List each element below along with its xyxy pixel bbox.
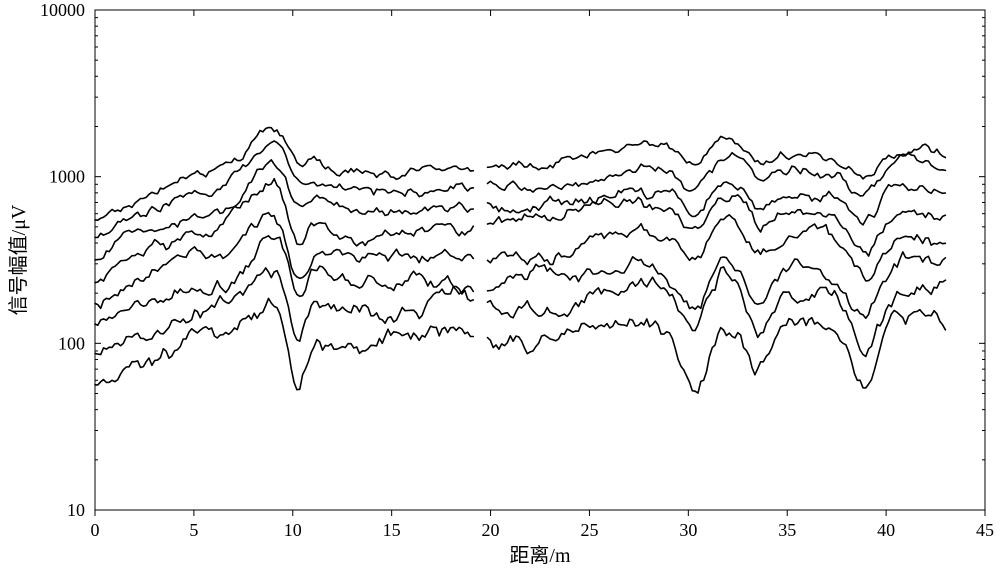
y-tick-label: 10 <box>67 500 85 520</box>
x-tick-label: 5 <box>189 520 198 540</box>
x-tick-label: 30 <box>679 520 697 540</box>
y-tick-label: 100 <box>58 333 85 353</box>
y-tick-label: 10000 <box>40 0 85 20</box>
x-tick-label: 40 <box>877 520 895 540</box>
x-tick-label: 15 <box>383 520 401 540</box>
x-tick-label: 10 <box>284 520 302 540</box>
y-axis-label: 信号幅值/μV <box>7 204 30 315</box>
x-tick-label: 20 <box>482 520 500 540</box>
chart-svg: 0 5 10 15 20 25 30 35 40 45 10 100 1000 10000 距离/m 信号幅值… <box>0 0 1000 574</box>
x-tick-label: 45 <box>976 520 994 540</box>
x-tick-label: 25 <box>580 520 598 540</box>
x-tick-label: 35 <box>778 520 796 540</box>
x-axis-label: 距离/m <box>509 544 571 567</box>
signal-amplitude-chart: 0 5 10 15 20 25 30 35 40 45 10 100 1000 10000 距离/m 信号幅值… <box>0 0 1000 574</box>
y-tick-label: 1000 <box>49 167 85 187</box>
x-tick-label: 0 <box>91 520 100 540</box>
